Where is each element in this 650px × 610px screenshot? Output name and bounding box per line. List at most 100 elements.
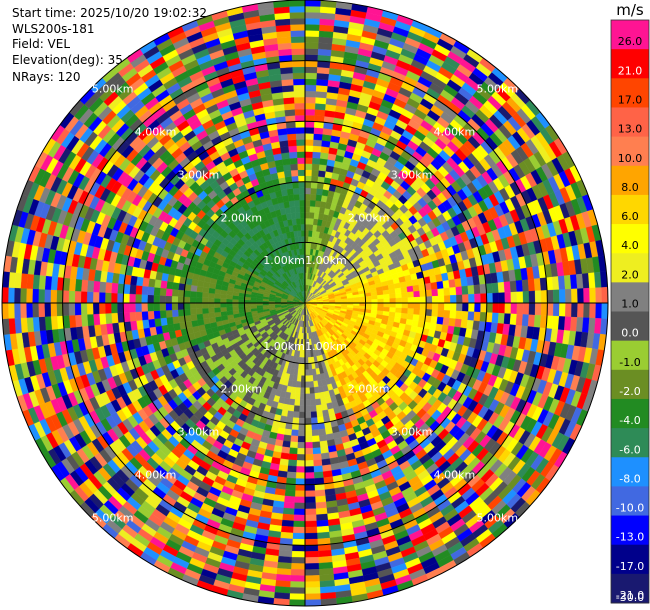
velocity-bin [304, 520, 317, 528]
velocity-bin [310, 193, 317, 201]
velocity-bin [299, 393, 306, 401]
velocity-bin [473, 311, 481, 322]
velocity-bin [153, 302, 160, 312]
velocity-bin [450, 294, 457, 304]
velocity-bin [601, 302, 609, 320]
velocity-bin [304, 435, 313, 443]
velocity-bin [307, 357, 312, 364]
velocity-bin [503, 281, 511, 293]
velocity-bin [534, 290, 542, 304]
velocity-bin [289, 441, 298, 449]
velocity-bin [318, 170, 327, 178]
velocity-bin [129, 284, 137, 295]
velocity-bin [309, 387, 315, 394]
velocity-bin [504, 302, 512, 314]
velocity-bin [431, 309, 439, 318]
velocity-bin [159, 310, 167, 319]
velocity-bin [310, 411, 318, 419]
velocity-bin [201, 292, 209, 299]
velocity-bin [105, 312, 113, 325]
velocity-bin [147, 294, 154, 304]
velocity-bin [413, 290, 421, 298]
velocity-bin [308, 369, 313, 376]
velocity-bin [289, 581, 306, 588]
velocity-bin [283, 434, 292, 442]
velocity-bin [160, 280, 168, 289]
velocity-bin [238, 302, 245, 307]
velocity-bin [312, 145, 322, 153]
velocity-bin [315, 507, 328, 515]
velocity-bin [312, 374, 318, 382]
velocity-bin [311, 175, 319, 183]
velocity-bin [304, 205, 311, 213]
velocity-bin [232, 302, 239, 307]
velocity-bin [304, 36, 320, 43]
velocity-bin [377, 298, 384, 304]
velocity-bin [304, 211, 310, 219]
velocity-bin [165, 309, 173, 318]
velocity-bin [304, 429, 313, 437]
velocity-bin [461, 311, 469, 321]
velocity-bin [183, 302, 191, 310]
velocity-bin [389, 293, 396, 299]
velocity-bin [595, 287, 603, 304]
velocity-bin [141, 302, 148, 312]
velocity-bin [292, 417, 300, 425]
velocity-bin [318, 555, 333, 564]
velocity-bin [281, 519, 294, 528]
velocity-bin [44, 302, 51, 317]
velocity-bin [116, 302, 124, 313]
velocity-bin [292, 532, 306, 540]
velocity-bin [288, 453, 298, 461]
velocity-bin [455, 286, 463, 296]
velocity-bin [316, 519, 329, 528]
velocity-bin [26, 288, 33, 304]
velocity-bin [298, 423, 306, 431]
velocity-bin [304, 375, 310, 382]
velocity-bin [104, 292, 112, 304]
velocity-bin [159, 302, 166, 311]
velocity-bin [292, 526, 306, 534]
velocity-bin [287, 459, 297, 467]
velocity-bin [213, 302, 221, 308]
velocity-bin [304, 502, 316, 510]
velocity-bin [304, 218, 310, 225]
nrays-label: NRays: 120 [12, 70, 81, 84]
velocity-bin [290, 435, 299, 443]
velocity-bin [318, 434, 327, 442]
velocity-bin [314, 392, 321, 400]
velocity-bin [516, 291, 524, 304]
velocity-bin [319, 158, 328, 166]
velocity-bin [413, 308, 421, 316]
velocity-bin [312, 453, 322, 461]
velocity-bin [291, 550, 306, 558]
velocity-bin [282, 513, 295, 522]
velocity-bin [68, 290, 76, 304]
velocity-bin [313, 471, 324, 479]
velocity-bin [444, 302, 451, 311]
velocity-bin [318, 428, 327, 436]
velocity-bin [304, 5, 321, 13]
velocity-bin [425, 302, 433, 310]
velocity-bin [26, 302, 33, 318]
velocity-bin [320, 397, 327, 405]
velocity-bin [44, 316, 53, 331]
velocity-bin [38, 302, 45, 318]
velocity-bin [1, 302, 9, 320]
velocity-bin [289, 587, 306, 595]
velocity-bin [371, 295, 378, 300]
velocity-bin [533, 278, 542, 292]
velocity-bin [20, 287, 27, 304]
velocity-bin [32, 288, 39, 304]
velocity-bin [480, 302, 487, 313]
velocity-bin [282, 440, 291, 448]
velocity-bin [292, 538, 306, 546]
velocity-bin [291, 423, 299, 431]
velocity-bin [383, 293, 390, 300]
velocity-bin [304, 114, 315, 122]
velocity-bin [298, 417, 306, 425]
velocity-bin [309, 399, 316, 407]
velocity-bin [244, 305, 251, 310]
elevation-label: Elevation(deg): 35.00 [12, 53, 142, 67]
velocity-bin [165, 295, 173, 304]
